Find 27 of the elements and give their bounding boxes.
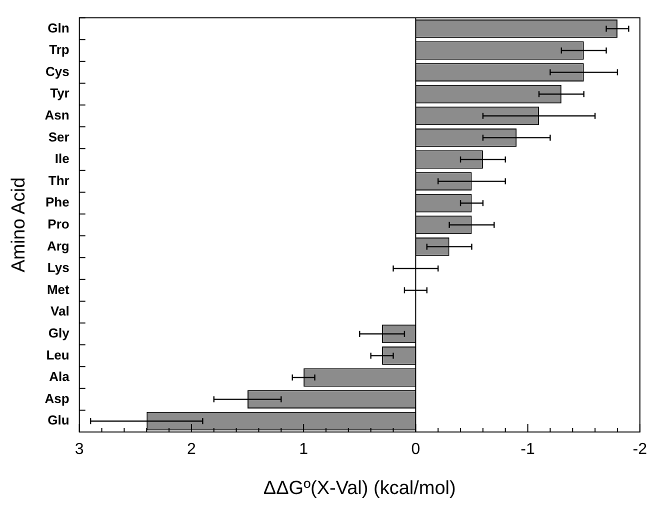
y-tick-label: Arg bbox=[46, 238, 70, 254]
y-tick-label: Leu bbox=[46, 347, 70, 362]
y-tick-label: Glu bbox=[48, 412, 70, 428]
y-tick-label: Pro bbox=[48, 216, 70, 232]
y-tick-label: Val bbox=[50, 304, 70, 319]
y-tick-label: Lys bbox=[47, 260, 70, 276]
x-tick-label: 0 bbox=[411, 441, 420, 458]
y-tick-label: Ser bbox=[48, 129, 70, 144]
y-tick-label: Met bbox=[46, 282, 70, 297]
x-tick-label: -1 bbox=[520, 441, 535, 458]
y-tick-label: Ala bbox=[49, 369, 70, 384]
x-tick-label: 3 bbox=[74, 441, 84, 458]
y-tick-label: Gly bbox=[48, 325, 70, 340]
y-axis-title: Amino Acid bbox=[8, 177, 30, 272]
y-tick-label: Phe bbox=[46, 194, 70, 210]
y-tick-label: Ile bbox=[54, 151, 70, 166]
y-tick-label: Gln bbox=[48, 20, 70, 36]
x-axis-title: ΔΔGº(X-Val) (kcal/mol) bbox=[263, 478, 456, 499]
x-tick-label: -2 bbox=[632, 441, 648, 458]
y-tick-label: Tyr bbox=[50, 86, 70, 101]
x-tick-label: 1 bbox=[299, 441, 308, 458]
y-tick-label: Trp bbox=[49, 42, 70, 58]
y-tick-label: Thr bbox=[48, 172, 70, 188]
y-tick-label: Asp bbox=[44, 390, 70, 406]
y-tick-label: Asn bbox=[44, 107, 70, 122]
y-tick-label: Cys bbox=[46, 64, 70, 79]
x-tick-label: 2 bbox=[187, 441, 196, 458]
